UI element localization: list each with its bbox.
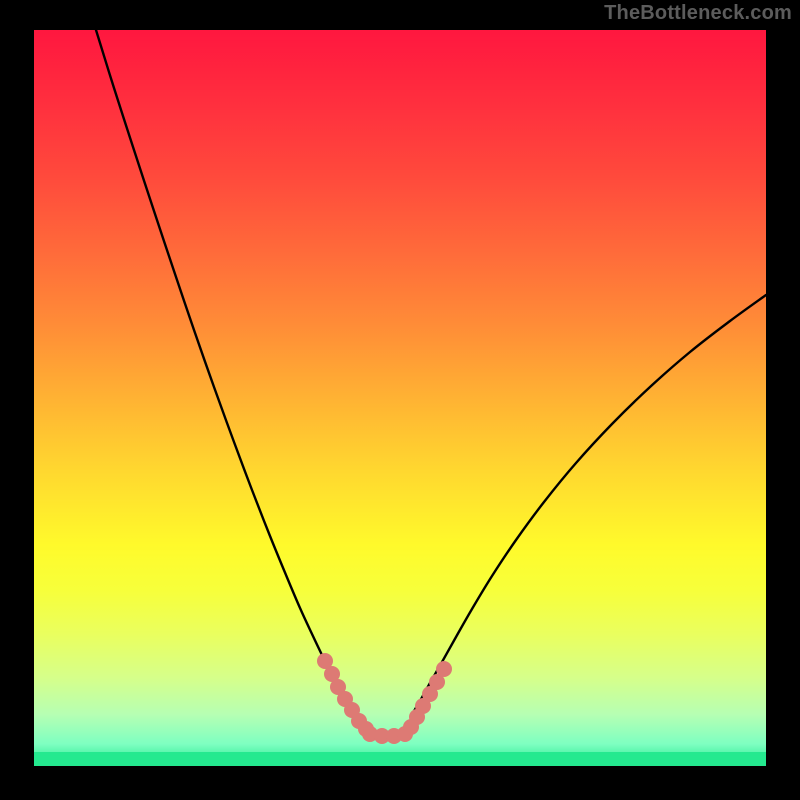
series-left-curve bbox=[96, 30, 356, 716]
series-right-curve bbox=[411, 295, 766, 716]
curve-layer bbox=[34, 30, 766, 766]
chart-canvas: TheBottleneck.com bbox=[0, 0, 800, 800]
plot-area bbox=[34, 30, 766, 766]
watermark-text: TheBottleneck.com bbox=[604, 2, 792, 25]
highlight-dot bbox=[436, 661, 452, 677]
